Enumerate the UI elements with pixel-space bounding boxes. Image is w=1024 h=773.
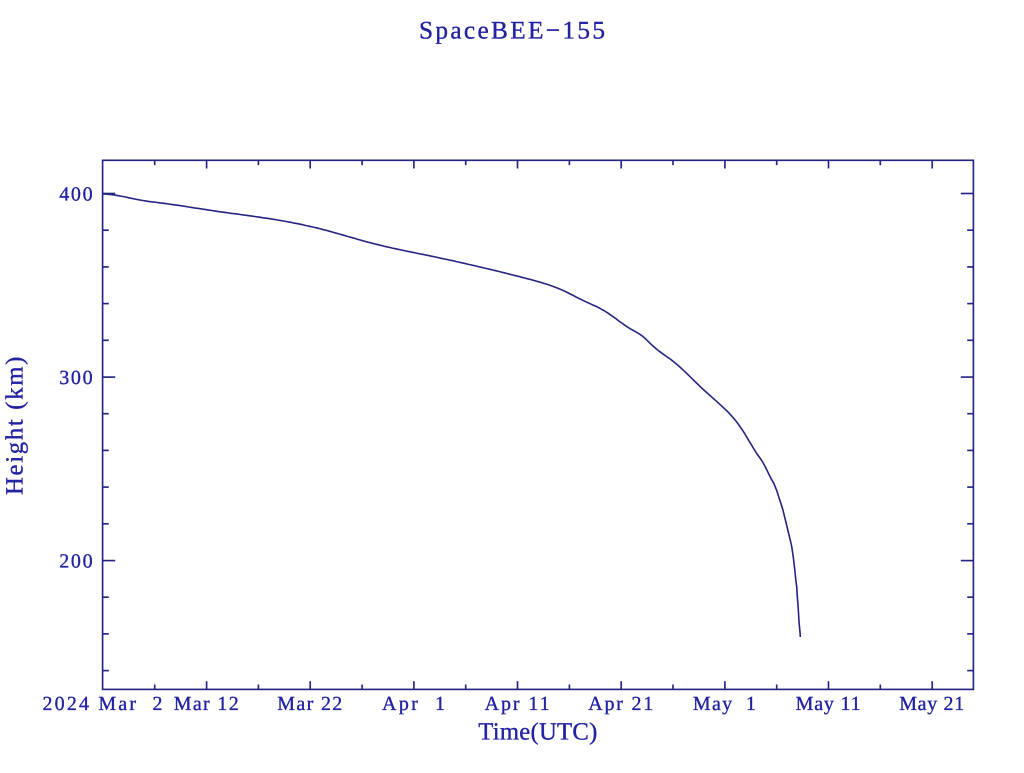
svg-text:400: 400 bbox=[59, 183, 92, 205]
svg-text:2024 Mar 2: 2024 Mar 2 bbox=[43, 693, 163, 715]
svg-text:May 11: May 11 bbox=[796, 693, 861, 715]
svg-text:Apr 21: Apr 21 bbox=[588, 693, 653, 715]
svg-text:SpaceBEE−155: SpaceBEE−155 bbox=[419, 17, 605, 45]
svg-text:May 1: May 1 bbox=[693, 693, 756, 715]
svg-text:Height (km): Height (km) bbox=[2, 357, 29, 495]
svg-text:Mar 22: Mar 22 bbox=[277, 693, 342, 715]
svg-text:Apr 1: Apr 1 bbox=[382, 693, 445, 715]
svg-text:Apr 11: Apr 11 bbox=[485, 693, 550, 715]
svg-text:Mar 12: Mar 12 bbox=[174, 693, 239, 715]
svg-text:300: 300 bbox=[59, 367, 92, 389]
svg-text:Time(UTC): Time(UTC) bbox=[478, 718, 597, 745]
svg-text:May 21: May 21 bbox=[899, 693, 964, 715]
svg-text:200: 200 bbox=[59, 550, 92, 572]
